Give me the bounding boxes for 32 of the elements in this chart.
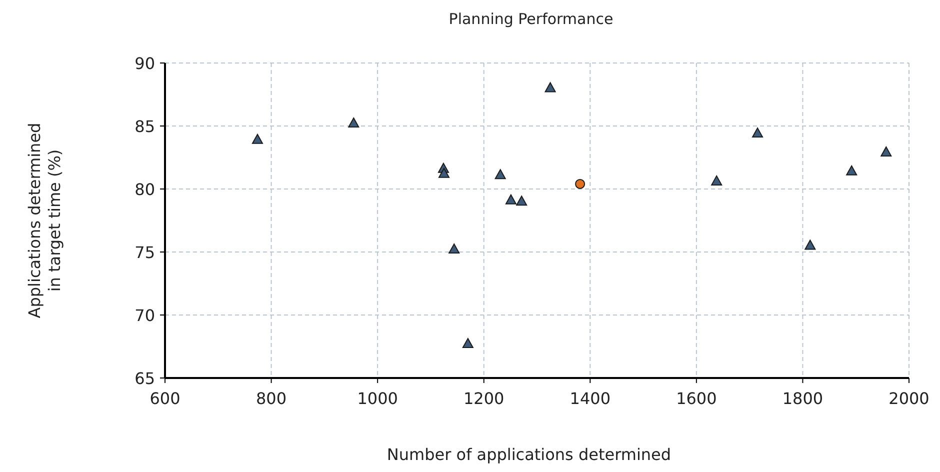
point <box>462 338 474 348</box>
point <box>752 128 764 138</box>
x-tick-label: 1400 <box>570 389 610 408</box>
x-tick-label: 600 <box>150 389 180 408</box>
point <box>711 175 722 186</box>
point <box>544 82 556 92</box>
y-tick-label: 90 <box>134 54 155 73</box>
y-tick-label: 70 <box>134 306 155 325</box>
y-tick-label: 85 <box>134 117 155 136</box>
point <box>505 194 516 204</box>
point <box>252 134 263 144</box>
y-axis-title: Applications determined in target time (%) <box>25 122 64 318</box>
point <box>516 196 528 206</box>
chart-title: Planning Performance <box>448 10 614 28</box>
point <box>494 169 506 180</box>
point <box>348 117 360 128</box>
y-tick-label: 80 <box>134 180 155 199</box>
x-tick-label: 1600 <box>676 389 717 408</box>
point <box>846 165 858 176</box>
y-tick-label: 65 <box>134 369 155 388</box>
x-tick-label: 1800 <box>782 389 824 408</box>
x-axis-title: Number of applications determined <box>386 445 672 464</box>
point <box>804 240 816 250</box>
point <box>438 168 450 178</box>
x-tick-label: 2000 <box>888 389 930 408</box>
x-tick-label: 1200 <box>464 389 504 408</box>
point <box>575 178 586 189</box>
point <box>880 146 892 156</box>
y-tick-label: 75 <box>134 243 155 262</box>
x-tick-label: 1000 <box>357 389 398 408</box>
x-tick-label: 800 <box>256 389 287 408</box>
point <box>448 243 460 254</box>
